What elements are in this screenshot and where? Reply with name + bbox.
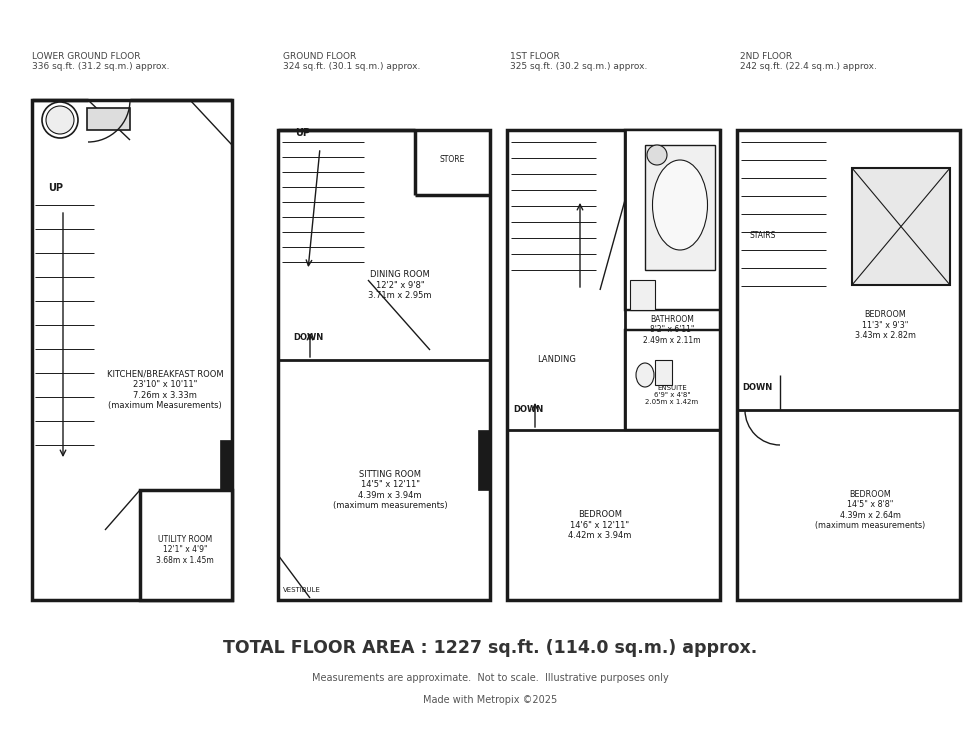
Bar	[625, 130, 720, 310]
Bar	[220, 440, 232, 490]
Bar	[278, 130, 490, 600]
Ellipse shape	[636, 363, 654, 387]
Bar	[737, 130, 960, 600]
Text: GROUND FLOOR
324 sq.ft. (30.1 sq.m.) approx.: GROUND FLOOR 324 sq.ft. (30.1 sq.m.) app…	[283, 52, 420, 71]
Circle shape	[46, 106, 74, 134]
Text: BEDROOM
14'6" x 12'11"
4.42m x 3.94m: BEDROOM 14'6" x 12'11" 4.42m x 3.94m	[568, 510, 632, 540]
Text: 1ST FLOOR
325 sq.ft. (30.2 sq.m.) approx.: 1ST FLOOR 325 sq.ft. (30.2 sq.m.) approx…	[510, 52, 648, 71]
Ellipse shape	[653, 160, 708, 250]
Bar	[478, 430, 490, 490]
Bar	[507, 130, 720, 600]
Bar	[87, 108, 130, 130]
Bar	[645, 145, 715, 270]
Text: BATHROOM
8'2" x 6'11"
2.49m x 2.11m: BATHROOM 8'2" x 6'11" 2.49m x 2.11m	[643, 315, 701, 345]
Bar	[140, 490, 232, 600]
Text: Made with Metropix ©2025: Made with Metropix ©2025	[423, 695, 557, 705]
Text: BEDROOM
11'3" x 9'3"
3.43m x 2.82m: BEDROOM 11'3" x 9'3" 3.43m x 2.82m	[855, 310, 915, 340]
Bar	[32, 195, 97, 470]
Bar	[32, 100, 232, 600]
Text: Measurements are approximate.  Not to scale.  Illustrative purposes only: Measurements are approximate. Not to sca…	[312, 673, 668, 683]
Text: ENSUITE
6'9" x 4'8"
2.05m x 1.42m: ENSUITE 6'9" x 4'8" 2.05m x 1.42m	[646, 385, 699, 405]
Text: STORE: STORE	[439, 155, 465, 164]
Bar	[507, 130, 600, 290]
Text: DOWN: DOWN	[513, 406, 543, 415]
Bar	[278, 130, 368, 280]
Circle shape	[647, 145, 667, 165]
Bar	[852, 168, 950, 285]
Text: DOWN: DOWN	[293, 333, 323, 342]
Bar	[150, 145, 205, 340]
Text: BEDROOM
14'5" x 8'8"
4.39m x 2.64m
(maximum measurements): BEDROOM 14'5" x 8'8" 4.39m x 2.64m (maxi…	[815, 490, 925, 530]
Bar	[655, 360, 672, 385]
Text: DINING ROOM
12'2" x 9'8"
3.71m x 2.95m: DINING ROOM 12'2" x 9'8" 3.71m x 2.95m	[368, 270, 432, 300]
Text: KITCHEN/BREAKFAST ROOM
23'10" x 10'11"
7.26m x 3.33m
(maximum Measurements): KITCHEN/BREAKFAST ROOM 23'10" x 10'11" 7…	[107, 370, 223, 410]
Text: UTILITY ROOM
12'1" x 4'9"
3.68m x 1.45m: UTILITY ROOM 12'1" x 4'9" 3.68m x 1.45m	[156, 535, 214, 565]
Text: LOWER GROUND FLOOR
336 sq.ft. (31.2 sq.m.) approx.: LOWER GROUND FLOOR 336 sq.ft. (31.2 sq.m…	[32, 52, 170, 71]
Text: TOTAL FLOOR AREA : 1227 sq.ft. (114.0 sq.m.) approx.: TOTAL FLOOR AREA : 1227 sq.ft. (114.0 sq…	[222, 639, 758, 657]
Text: 2ND FLOOR
242 sq.ft. (22.4 sq.m.) approx.: 2ND FLOOR 242 sq.ft. (22.4 sq.m.) approx…	[740, 52, 877, 71]
Bar	[150, 340, 230, 390]
Text: SITTING ROOM
14'5" x 12'11"
4.39m x 3.94m
(maximum measurements): SITTING ROOM 14'5" x 12'11" 4.39m x 3.94…	[332, 470, 447, 510]
Circle shape	[42, 102, 78, 138]
Text: UP: UP	[295, 128, 310, 138]
Text: UP: UP	[48, 183, 63, 193]
Text: LANDING: LANDING	[538, 355, 576, 364]
Bar	[630, 280, 655, 310]
Bar	[737, 130, 830, 310]
Text: DOWN: DOWN	[742, 384, 772, 393]
Bar	[625, 330, 720, 430]
Text: VESTIBULE: VESTIBULE	[283, 587, 320, 593]
Text: STAIRS: STAIRS	[750, 231, 776, 240]
